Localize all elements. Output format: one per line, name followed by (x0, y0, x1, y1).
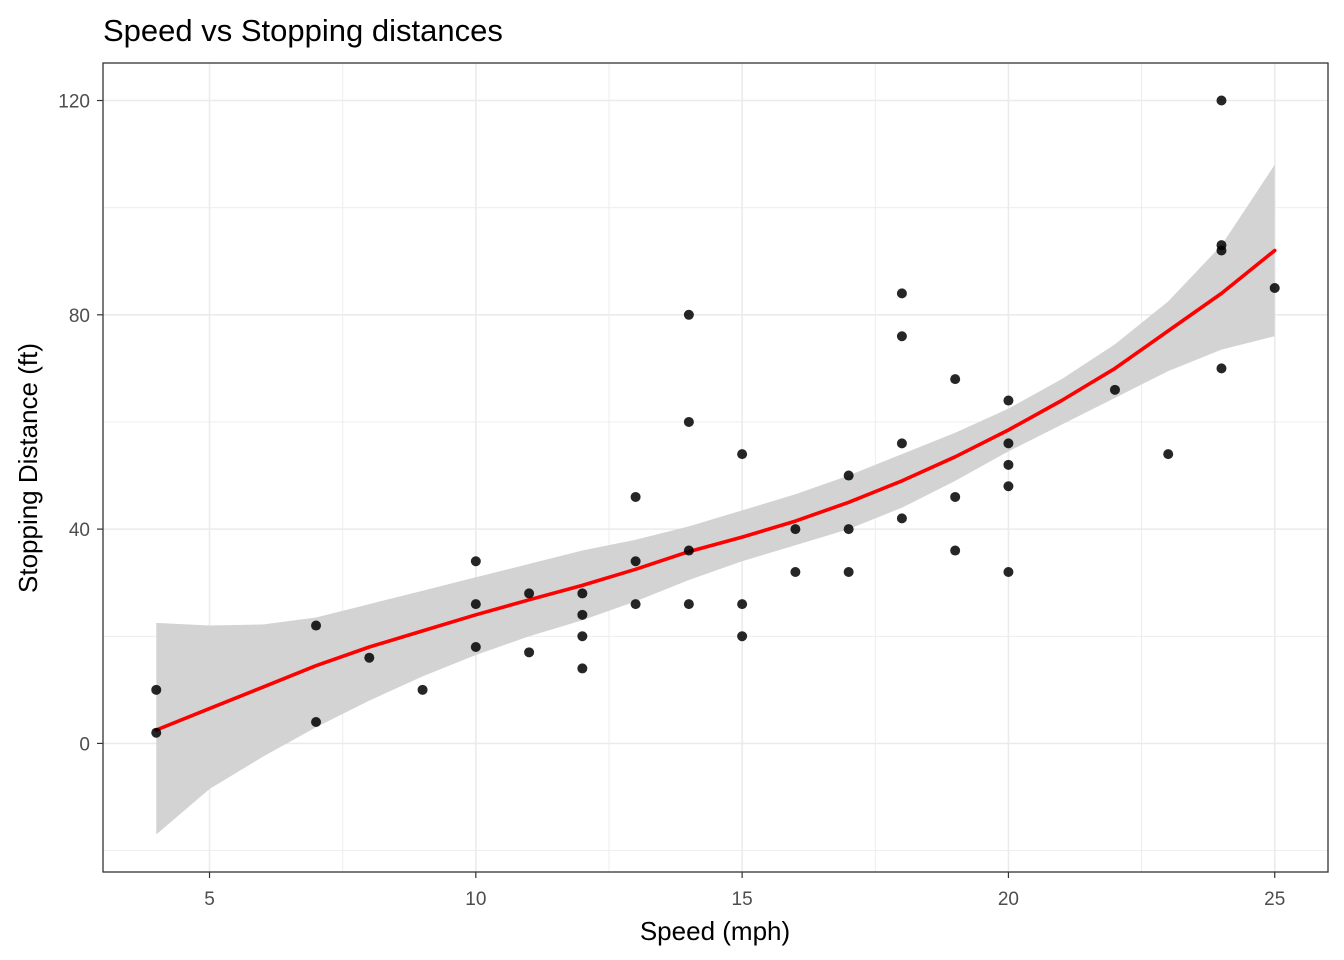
data-point (630, 599, 641, 610)
data-point (790, 566, 801, 577)
data-point (630, 556, 641, 567)
data-point (470, 599, 481, 610)
data-point (737, 449, 748, 460)
x-tick-label: 15 (732, 889, 753, 910)
data-point (1216, 363, 1227, 374)
x-tick-label: 25 (1264, 889, 1285, 910)
data-point (524, 647, 535, 658)
data-point (896, 513, 907, 524)
y-tick-label: 40 (69, 520, 90, 541)
data-point (1216, 95, 1227, 106)
y-axis-title: Stopping Distance (ft) (13, 343, 43, 593)
data-point (896, 331, 907, 342)
data-point (151, 727, 162, 738)
data-point (1003, 438, 1014, 449)
data-point (843, 470, 854, 481)
data-point (790, 524, 801, 535)
data-point (524, 588, 535, 599)
x-axis-title: Speed (mph) (640, 916, 790, 946)
data-points (151, 95, 1280, 738)
data-point (1003, 566, 1014, 577)
data-point (1109, 384, 1120, 395)
data-point (630, 491, 641, 502)
data-point (737, 631, 748, 642)
data-point (683, 309, 694, 320)
data-point (1269, 283, 1280, 294)
chart-title: Speed vs Stopping distances (103, 13, 503, 48)
data-point (470, 641, 481, 652)
data-point (1163, 449, 1174, 460)
data-point (843, 566, 854, 577)
data-point (151, 684, 162, 695)
axes: 5 10 15 20 25 0 40 80 120 (58, 92, 1285, 910)
trend-line (154, 248, 1277, 732)
data-point (417, 684, 428, 695)
data-point (311, 716, 322, 727)
data-point (683, 545, 694, 556)
data-point (683, 599, 694, 610)
data-point (577, 663, 588, 674)
data-point (950, 545, 961, 556)
x-tick-label: 5 (204, 889, 215, 910)
plot-border (102, 62, 1329, 873)
data-point (950, 374, 961, 385)
data-point (577, 631, 588, 642)
y-tick-label: 120 (58, 92, 90, 113)
data-point (1216, 240, 1227, 251)
x-tick-label: 20 (998, 889, 1019, 910)
data-point (683, 416, 694, 427)
trend-line-layer (154, 248, 1277, 732)
data-point (1003, 395, 1014, 406)
data-point (896, 438, 907, 449)
data-point (470, 556, 481, 567)
data-point (311, 620, 322, 631)
data-point (950, 491, 961, 502)
data-point (364, 652, 375, 663)
data-point (1003, 481, 1014, 492)
data-point (737, 599, 748, 610)
data-point (843, 524, 854, 535)
data-point (577, 588, 588, 599)
y-tick-label: 0 (79, 734, 90, 755)
confidence-band-layer (156, 164, 1275, 835)
x-tick-label: 10 (465, 889, 486, 910)
data-point (1003, 459, 1014, 470)
data-point (577, 609, 588, 620)
y-tick-label: 80 (69, 306, 90, 327)
confidence-band (156, 164, 1275, 835)
data-point (896, 288, 907, 299)
grid-lines (103, 63, 1328, 872)
